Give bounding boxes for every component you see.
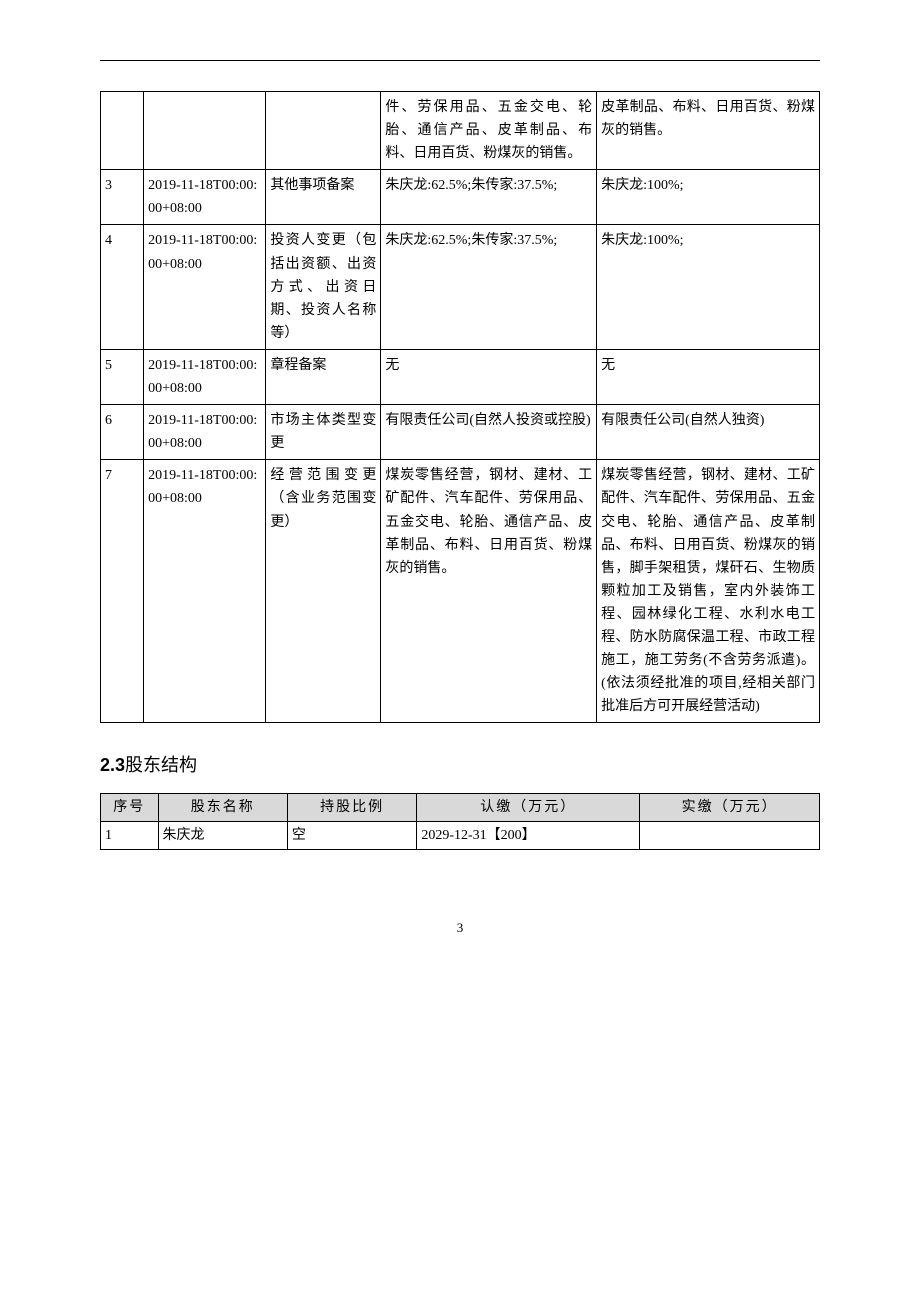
cell-after: 煤炭零售经营，钢材、建材、工矿配件、汽车配件、劳保用品、五金交电、轮胎、通信产品… [597, 460, 820, 723]
cell-item: 市场主体类型变更 [266, 405, 381, 460]
cell-after: 无 [597, 349, 820, 404]
section-title: 股东结构 [125, 755, 197, 775]
header-ratio: 持股比例 [287, 794, 416, 822]
cell-after: 有限责任公司(自然人独资) [597, 405, 820, 460]
cell-paid [640, 822, 820, 850]
cell-subscribed: 2029-12-31【200】 [417, 822, 640, 850]
cell-before: 朱庆龙:62.5%;朱传家:37.5%; [381, 170, 597, 225]
header-subscribed: 认缴（万元） [417, 794, 640, 822]
cell-before: 无 [381, 349, 597, 404]
cell-date: 2019-11-18T00:00:00+08:00 [144, 349, 266, 404]
cell-before: 件、劳保用品、五金交电、轮胎、通信产品、皮革制品、布料、日用百货、粉煤灰的销售。 [381, 92, 597, 170]
changes-table: 件、劳保用品、五金交电、轮胎、通信产品、皮革制品、布料、日用百货、粉煤灰的销售。… [100, 91, 820, 723]
cell-item: 投资人变更（包括出资额、出资方式、出资日期、投资人名称等） [266, 225, 381, 349]
cell-date [144, 92, 266, 170]
cell-item: 章程备案 [266, 349, 381, 404]
table-row: 4 2019-11-18T00:00:00+08:00 投资人变更（包括出资额、… [101, 225, 820, 349]
section-heading: 2.3股东结构 [100, 751, 820, 777]
cell-after: 皮革制品、布料、日用百货、粉煤灰的销售。 [597, 92, 820, 170]
cell-before: 煤炭零售经营，钢材、建材、工矿配件、汽车配件、劳保用品、五金交电、轮胎、通信产品… [381, 460, 597, 723]
cell-idx [101, 92, 144, 170]
cell-date: 2019-11-18T00:00:00+08:00 [144, 405, 266, 460]
section-number: 2.3 [100, 755, 125, 775]
header-idx: 序号 [101, 794, 159, 822]
top-rule [100, 60, 820, 61]
table-row: 7 2019-11-18T00:00:00+08:00 经营范围变更（含业务范围… [101, 460, 820, 723]
page-number: 3 [100, 920, 820, 936]
cell-before: 朱庆龙:62.5%;朱传家:37.5%; [381, 225, 597, 349]
cell-idx: 5 [101, 349, 144, 404]
cell-date: 2019-11-18T00:00:00+08:00 [144, 170, 266, 225]
cell-ratio: 空 [287, 822, 416, 850]
cell-name: 朱庆龙 [158, 822, 287, 850]
cell-idx: 7 [101, 460, 144, 723]
table-row: 件、劳保用品、五金交电、轮胎、通信产品、皮革制品、布料、日用百货、粉煤灰的销售。… [101, 92, 820, 170]
cell-idx: 4 [101, 225, 144, 349]
shareholder-table: 序号 股东名称 持股比例 认缴（万元） 实缴（万元） 1 朱庆龙 空 2029-… [100, 793, 820, 850]
table-row: 3 2019-11-18T00:00:00+08:00 其他事项备案 朱庆龙:6… [101, 170, 820, 225]
table-row: 6 2019-11-18T00:00:00+08:00 市场主体类型变更 有限责… [101, 405, 820, 460]
cell-date: 2019-11-18T00:00:00+08:00 [144, 225, 266, 349]
header-name: 股东名称 [158, 794, 287, 822]
table-row: 5 2019-11-18T00:00:00+08:00 章程备案 无 无 [101, 349, 820, 404]
header-paid: 实缴（万元） [640, 794, 820, 822]
cell-idx: 6 [101, 405, 144, 460]
cell-before: 有限责任公司(自然人投资或控股) [381, 405, 597, 460]
cell-after: 朱庆龙:100%; [597, 225, 820, 349]
cell-item: 其他事项备案 [266, 170, 381, 225]
cell-item [266, 92, 381, 170]
cell-idx: 1 [101, 822, 159, 850]
table-row: 1 朱庆龙 空 2029-12-31【200】 [101, 822, 820, 850]
cell-date: 2019-11-18T00:00:00+08:00 [144, 460, 266, 723]
table-header-row: 序号 股东名称 持股比例 认缴（万元） 实缴（万元） [101, 794, 820, 822]
cell-item: 经营范围变更（含业务范围变更） [266, 460, 381, 723]
cell-idx: 3 [101, 170, 144, 225]
cell-after: 朱庆龙:100%; [597, 170, 820, 225]
